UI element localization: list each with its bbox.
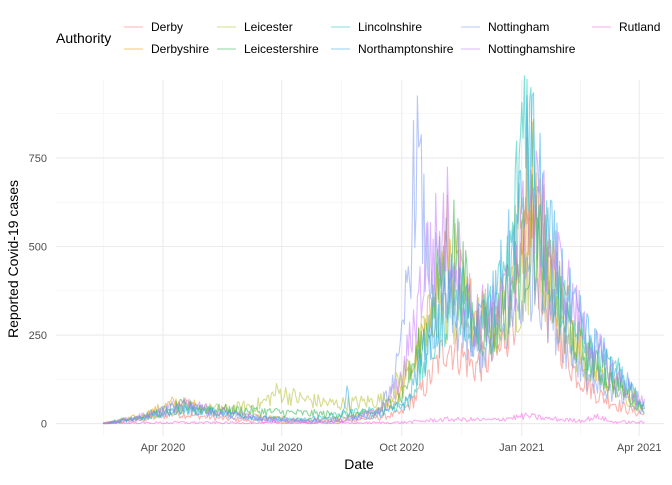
legend-label-northamptonshire: Northamptonshire <box>358 42 454 56</box>
legend: Derby Derbyshire Leicester Leicestershire Li… <box>124 20 660 56</box>
legend-title: Authority <box>56 30 111 46</box>
x-axis-title: Date <box>344 456 374 472</box>
y-tick-label: 0 <box>41 419 47 431</box>
y-axis-title: Reported Covid-19 cases <box>5 180 21 338</box>
x-tick-label: Jul 2020 <box>261 442 303 454</box>
y-tick-label: 750 <box>29 153 47 165</box>
legend-label-leicester: Leicester <box>244 20 293 34</box>
legend-label-derby: Derby <box>151 20 183 34</box>
legend-label-nottingham: Nottingham <box>488 20 549 34</box>
x-tick-label: Jan 2021 <box>499 442 544 454</box>
y-axis-ticks: 0 250 500 750 <box>29 153 47 431</box>
series-line-nottingham <box>103 95 645 425</box>
series-line-northamptonshire <box>102 92 645 425</box>
x-tick-label: Apr 2020 <box>141 442 186 454</box>
y-tick-label: 250 <box>29 330 47 342</box>
legend-label-nottinghamshire: Nottinghamshire <box>488 42 576 56</box>
legend-label-lincolnshire: Lincolnshire <box>358 20 422 34</box>
x-tick-label: Oct 2020 <box>379 442 424 454</box>
legend-label-leicestershire: Leicestershire <box>244 42 319 56</box>
y-tick-label: 500 <box>29 241 47 253</box>
grid-lines <box>56 80 664 436</box>
series-line-lincolnshire <box>103 75 645 425</box>
x-tick-label: Apr 2021 <box>617 442 662 454</box>
x-axis-ticks: Apr 2020 Jul 2020 Oct 2020 Jan 2021 Apr 2021 <box>141 442 662 454</box>
legend-label-rutland: Rutland <box>619 20 660 34</box>
legend-label-derbyshire: Derbyshire <box>151 42 209 56</box>
series-line-rutland <box>102 412 645 425</box>
series-lines <box>102 75 645 425</box>
series-line-nottinghamshire <box>102 149 645 425</box>
